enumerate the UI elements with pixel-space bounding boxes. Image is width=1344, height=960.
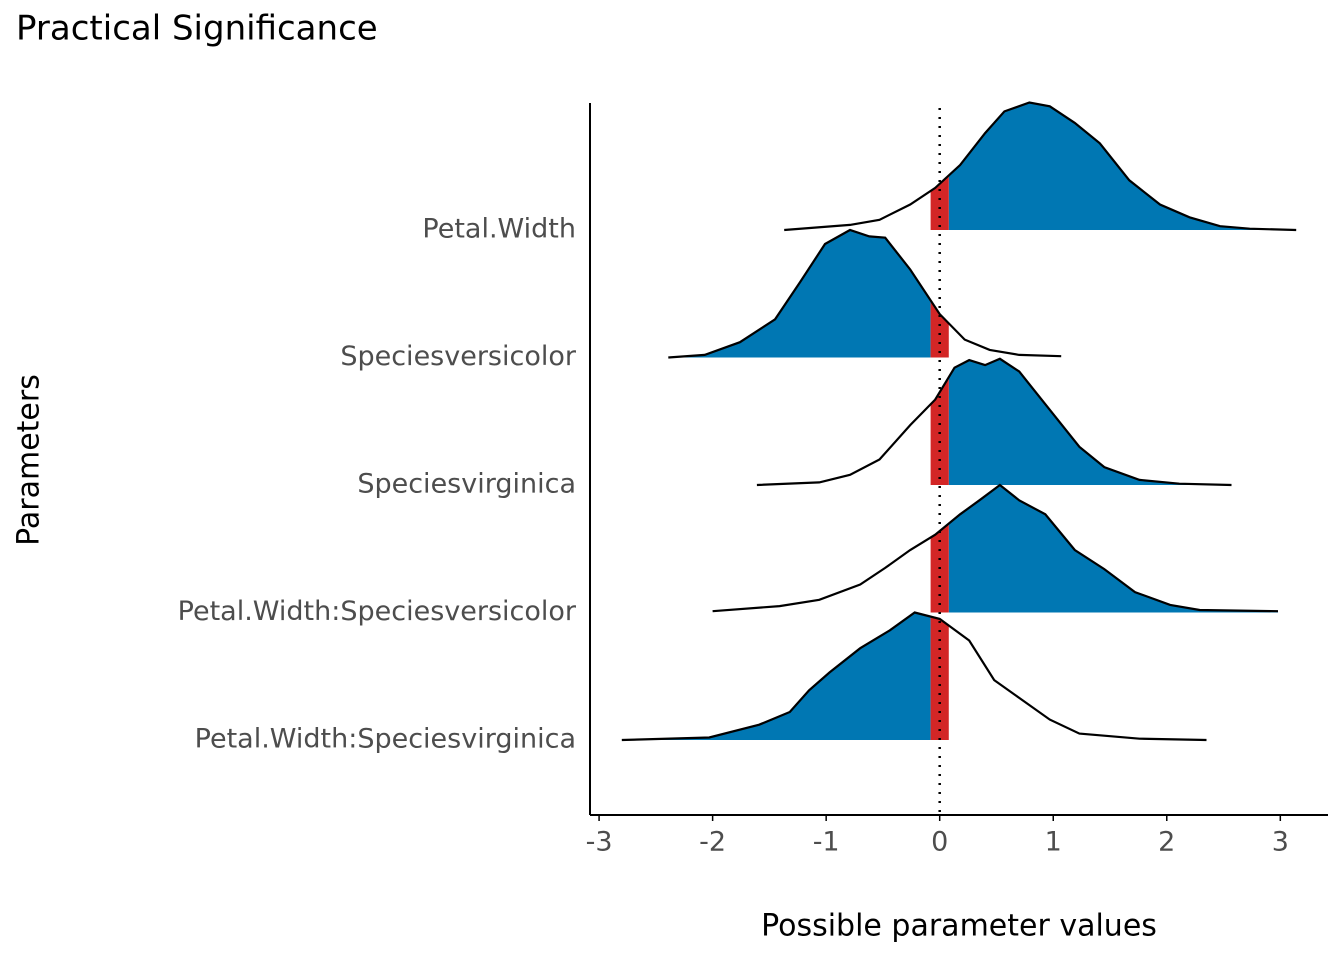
x-tick-label: 0 — [931, 827, 948, 858]
rope-area — [930, 377, 949, 485]
x-axis-title: Possible parameter values — [761, 909, 1157, 944]
x-tick-label: 1 — [1045, 827, 1062, 858]
significant-area — [668, 230, 931, 358]
density-line — [756, 357, 1232, 487]
y-axis-title: Parameters — [12, 374, 47, 546]
y-tick-label: Petal.Width — [422, 214, 576, 245]
x-tick-label: -1 — [813, 827, 840, 858]
x-tick-label: 3 — [1272, 827, 1289, 858]
significant-area — [948, 102, 1297, 230]
x-tick-label: -3 — [586, 827, 613, 858]
density-line — [621, 611, 1207, 742]
x-tick-label: -2 — [699, 827, 726, 858]
y-tick-label: Speciesvirginica — [357, 469, 576, 500]
density-line — [668, 228, 1062, 359]
y-tick-label: Petal.Width:Speciesvirginica — [195, 724, 576, 755]
density-line — [712, 483, 1279, 613]
y-tick-label: Speciesversicolor — [340, 341, 577, 372]
y-tick-label: Petal.Width:Speciesversicolor — [178, 596, 577, 627]
density-line — [784, 101, 1297, 232]
rope-area — [930, 300, 949, 358]
chart-title: Practical Significance — [16, 9, 378, 49]
rope-area — [930, 616, 949, 740]
significant-area — [621, 612, 931, 740]
x-tick-label: 2 — [1158, 827, 1175, 858]
significant-area — [948, 485, 1279, 613]
significant-area — [948, 358, 1232, 485]
